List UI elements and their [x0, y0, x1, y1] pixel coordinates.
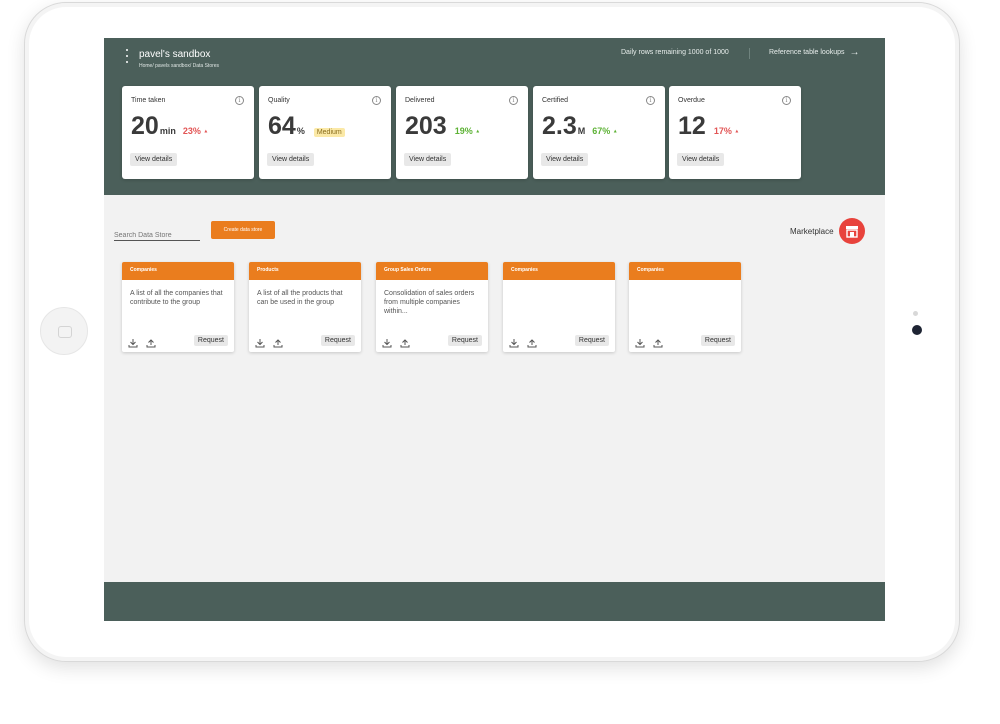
daily-rows-remaining: Daily rows remaining 1000 of 1000: [621, 49, 729, 56]
stat-change-value: 17%: [713, 126, 732, 136]
data-store-description: A list of all the companies that contrib…: [130, 290, 223, 306]
header: pavel's sandbox Home/ pavels sandbox/ Da…: [104, 38, 885, 195]
request-button[interactable]: Request: [320, 335, 355, 346]
app-screen: pavel's sandbox Home/ pavels sandbox/ Da…: [104, 38, 885, 621]
store-icon: [846, 225, 858, 238]
download-icon[interactable]: [128, 335, 138, 348]
marketplace-label: Marketplace: [790, 227, 834, 236]
view-details-button[interactable]: View details: [404, 153, 452, 166]
stat-change: 23% ▲: [183, 126, 208, 136]
stat-card-time-taken: Time taken i 20 min 23% ▲ View details: [122, 86, 254, 179]
data-store-description: A list of all the products that can be u…: [257, 290, 343, 306]
header-divider: [749, 48, 750, 59]
data-store-card[interactable]: Companies Request: [503, 262, 615, 352]
reference-table-lookups-link[interactable]: Reference table lookups →: [769, 47, 860, 58]
trend-up-icon: ▲: [475, 128, 481, 135]
upload-icon[interactable]: [527, 335, 537, 348]
kebab-menu-icon[interactable]: [124, 49, 130, 63]
data-store-title: Group Sales Orders: [376, 262, 488, 280]
stat-value-group: 2.3 M 67% ▲: [542, 112, 618, 141]
data-store-title: Companies: [503, 262, 615, 280]
trend-up-icon: ▲: [203, 128, 209, 135]
info-icon[interactable]: i: [235, 96, 244, 105]
data-store-actions: [509, 335, 537, 348]
create-data-store-button[interactable]: Create data store: [211, 221, 275, 239]
upload-icon[interactable]: [273, 335, 283, 348]
stat-label: Certified: [542, 97, 569, 104]
stat-unit: %: [296, 126, 305, 136]
data-store-description: Consolidation of sales orders from multi…: [384, 290, 475, 315]
request-button[interactable]: Request: [193, 335, 228, 346]
stat-change: 67% ▲: [592, 126, 617, 136]
download-icon[interactable]: [382, 335, 392, 348]
camera-lens: [912, 325, 922, 335]
stat-card-quality: Quality i 64 % Medium View details: [259, 86, 391, 179]
download-icon[interactable]: [509, 335, 519, 348]
footer-bar: [104, 582, 885, 621]
stat-value-group: 203 19% ▲: [405, 112, 480, 141]
home-button[interactable]: [40, 307, 88, 355]
stat-label: Overdue: [678, 97, 705, 104]
info-icon[interactable]: i: [646, 96, 655, 105]
stat-value-group: 20 min 23% ▲: [131, 112, 208, 141]
marketplace-store-icon[interactable]: [839, 218, 865, 244]
data-store-actions: [255, 335, 283, 348]
download-icon[interactable]: [255, 335, 265, 348]
data-store-card[interactable]: Companies Request: [629, 262, 741, 352]
stat-value: 12: [678, 112, 706, 140]
data-store-card[interactable]: Group Sales Orders Consolidation of sale…: [376, 262, 488, 352]
stat-unit: min: [159, 126, 176, 136]
data-store-card[interactable]: Companies A list of all the companies th…: [122, 262, 234, 352]
download-icon[interactable]: [635, 335, 645, 348]
info-icon[interactable]: i: [509, 96, 518, 105]
reference-link-label: Reference table lookups: [769, 49, 845, 56]
request-button[interactable]: Request: [700, 335, 735, 346]
stat-value-group: 12 17% ▲: [678, 112, 739, 141]
trend-up-icon: ▲: [612, 128, 618, 135]
view-details-button[interactable]: View details: [130, 153, 178, 166]
arrow-right-icon: →: [849, 47, 860, 58]
stat-value: 64: [268, 112, 296, 140]
quality-badge: Medium: [313, 128, 345, 137]
breadcrumb: Home/ pavels sandbox/ Data Stores: [139, 63, 220, 69]
stat-change-value: 67%: [592, 126, 611, 136]
data-store-title: Products: [249, 262, 361, 280]
stat-label: Quality: [268, 97, 290, 104]
stat-card-overdue: Overdue i 12 17% ▲ View details: [669, 86, 801, 179]
request-button[interactable]: Request: [574, 335, 609, 346]
upload-icon[interactable]: [146, 335, 156, 348]
data-store-title: Companies: [122, 262, 234, 280]
sensor-dot: [913, 311, 918, 316]
info-icon[interactable]: i: [372, 96, 381, 105]
request-button[interactable]: Request: [447, 335, 482, 346]
stat-change: 19% ▲: [455, 126, 480, 136]
stat-card-certified: Certified i 2.3 M 67% ▲ View details: [533, 86, 665, 179]
stat-value: 203: [405, 112, 447, 140]
data-store-actions: [382, 335, 410, 348]
trend-up-icon: ▲: [734, 128, 740, 135]
data-store-card[interactable]: Products A list of all the products that…: [249, 262, 361, 352]
info-icon[interactable]: i: [782, 96, 791, 105]
view-details-button[interactable]: View details: [677, 153, 725, 166]
data-store-actions: [128, 335, 156, 348]
upload-icon[interactable]: [400, 335, 410, 348]
stat-label: Delivered: [405, 97, 435, 104]
stat-value-group: 64 % Medium: [268, 112, 345, 141]
stat-label: Time taken: [131, 97, 166, 104]
stat-value: 2.3: [542, 112, 577, 140]
stat-card-delivered: Delivered i 203 19% ▲ View details: [396, 86, 528, 179]
data-store-actions: [635, 335, 663, 348]
page-title: pavel's sandbox: [139, 49, 211, 60]
stat-change-value: 19%: [454, 126, 473, 136]
stat-unit: M: [577, 126, 586, 136]
stat-change-value: 23%: [182, 126, 201, 136]
stat-value: 20: [131, 112, 159, 140]
view-details-button[interactable]: View details: [541, 153, 589, 166]
upload-icon[interactable]: [653, 335, 663, 348]
stat-change: 17% ▲: [714, 126, 739, 136]
data-store-title: Companies: [629, 262, 741, 280]
search-data-store-input[interactable]: [114, 224, 200, 241]
view-details-button[interactable]: View details: [267, 153, 315, 166]
